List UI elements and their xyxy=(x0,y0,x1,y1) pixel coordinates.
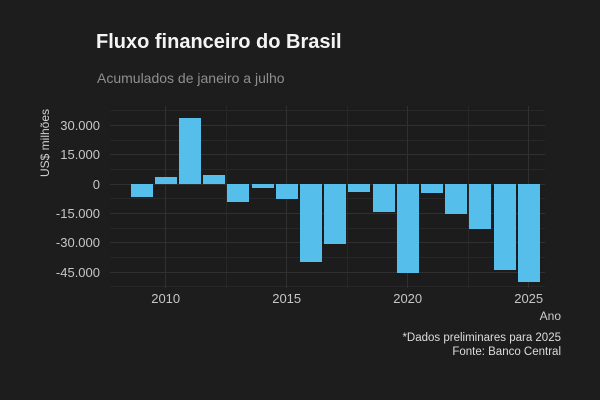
y-tick-label: 15.000 xyxy=(60,147,100,163)
bar-2024 xyxy=(493,184,516,270)
y-tick-label: -15.000 xyxy=(55,206,100,222)
gridline-minor-vertical xyxy=(225,106,227,288)
bar-2013 xyxy=(227,184,250,202)
bar-2012 xyxy=(203,175,226,185)
gridline-minor-horizontal xyxy=(110,286,545,288)
footnote: *Dados preliminares para 2025 xyxy=(402,332,561,344)
plot-panel xyxy=(110,106,545,288)
gridline-minor-horizontal xyxy=(110,169,545,171)
gridline-major-horizontal xyxy=(110,154,545,156)
bar-2009 xyxy=(130,184,153,197)
bar-2016 xyxy=(299,184,322,263)
bar-2014 xyxy=(251,184,274,189)
bar-2015 xyxy=(275,184,298,200)
bar-2023 xyxy=(469,184,492,230)
bar-2021 xyxy=(420,184,443,194)
x-tick-label: 2015 xyxy=(272,291,302,306)
y-tick-label: -30.000 xyxy=(55,235,100,251)
gridline-minor-horizontal xyxy=(110,257,545,259)
y-tick-label: 30.000 xyxy=(60,118,100,134)
bar-2022 xyxy=(445,184,468,215)
x-tick-label: 2010 xyxy=(151,291,181,306)
source-note: Fonte: Banco Central xyxy=(452,346,561,358)
x-tick-label: 2025 xyxy=(514,291,544,306)
y-tick-label: -45.000 xyxy=(55,264,100,280)
gridline-minor-horizontal xyxy=(110,139,545,141)
bar-2011 xyxy=(178,117,201,185)
bar-2018 xyxy=(348,184,371,193)
bar-2020 xyxy=(396,184,419,274)
x-axis-label: Ano xyxy=(539,309,561,323)
bar-2025 xyxy=(517,184,540,282)
bar-2019 xyxy=(372,184,395,213)
chart-subtitle: Acumulados de janeiro a julho xyxy=(97,70,285,86)
chart-title: Fluxo financeiro do Brasil xyxy=(96,31,342,53)
gridline-minor-vertical xyxy=(467,106,469,288)
x-tick-label: 2020 xyxy=(393,291,423,306)
gridline-major-vertical xyxy=(165,106,167,288)
y-tick-label: 0 xyxy=(92,176,100,192)
gridline-major-horizontal xyxy=(110,271,545,273)
gridline-major-horizontal xyxy=(110,125,545,127)
gridline-minor-horizontal xyxy=(110,110,545,112)
bar-2017 xyxy=(324,184,347,245)
gridline-minor-vertical xyxy=(346,106,348,288)
bar-2010 xyxy=(154,176,177,185)
